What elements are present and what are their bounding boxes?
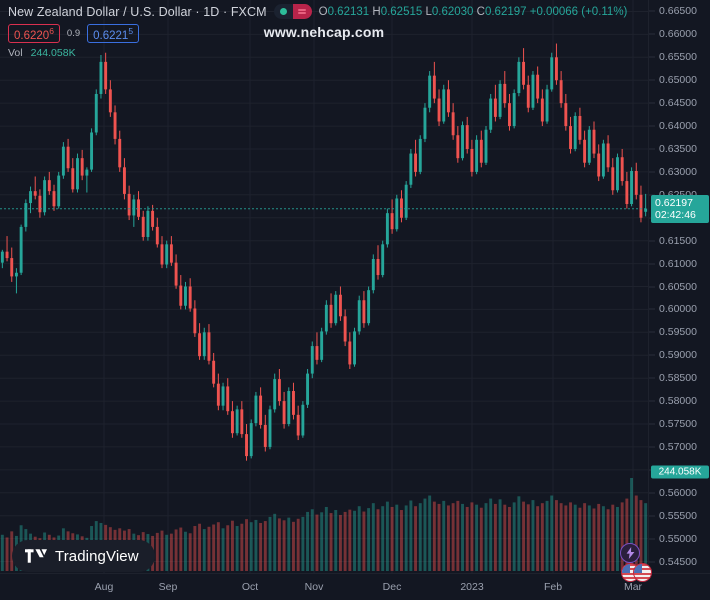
time-axis-tick: Mar <box>623 581 643 593</box>
volume-axis-badge: 244.058K <box>651 465 709 479</box>
price-axis-tick-dash <box>649 263 655 265</box>
price-axis-tick: 0.63000 <box>659 165 697 178</box>
price-axis-tick: 0.65500 <box>659 51 697 64</box>
flag-stripes <box>634 564 651 581</box>
time-axis-tick: Feb <box>543 581 563 593</box>
price-axis-tick-dash <box>649 308 655 310</box>
ask-price-box[interactable]: 0.62215 <box>87 23 140 44</box>
ask-price-main: 0.6221 <box>93 29 129 42</box>
price-axis-tick-dash <box>649 492 655 494</box>
candlestick-series <box>0 43 648 571</box>
time-axis-tick: Dec <box>382 581 402 593</box>
price-axis-tick: 0.63500 <box>659 142 697 155</box>
price-axis-tick: 0.60500 <box>659 280 697 293</box>
price-axis-tick-dash <box>649 446 655 448</box>
toggle-right-half <box>292 4 312 19</box>
price-axis-tick-dash <box>649 148 655 150</box>
price-axis-tick-dash <box>649 286 655 287</box>
toggle-line-icon <box>298 9 307 11</box>
price-axis-tick-dash <box>649 423 655 425</box>
price-axis-tick: 0.56000 <box>659 486 697 499</box>
chart-gridlines <box>0 0 648 573</box>
time-axis-tick: 2023 <box>460 581 484 593</box>
time-axis[interactable]: Aug Sep Oct Nov Dec 2023 Feb Mar <box>0 573 710 600</box>
price-axis-tick: 0.64000 <box>659 120 697 133</box>
time-axis-tick: Oct <box>241 581 259 593</box>
time-axis-tick: Sep <box>158 581 178 593</box>
toggle-left-half <box>273 4 293 19</box>
last-price-badge: 0.62197 02:42:46 <box>651 194 709 223</box>
time-axis-tick: Aug <box>94 581 114 593</box>
bar-countdown: 02:42:46 <box>655 208 696 221</box>
price-axis-tick-dash <box>649 125 655 127</box>
flag-stripes <box>622 564 639 581</box>
price-axis-tick-dash <box>649 171 655 173</box>
chart-plot-area[interactable] <box>0 0 648 573</box>
tradingview-logo-text: TradingView <box>55 547 139 565</box>
lightning-bolt-icon[interactable] <box>620 543 640 563</box>
price-axis-tick: 0.58500 <box>659 372 697 385</box>
price-axis-tick: 0.55500 <box>659 509 697 522</box>
price-axis-tick: 0.59500 <box>659 326 697 339</box>
price-axis-tick-dash <box>649 56 655 58</box>
price-axis-tick: 0.54500 <box>659 555 697 568</box>
price-axis-tick: 0.57000 <box>659 440 697 453</box>
price-axis-tick: 0.64500 <box>659 97 697 110</box>
ask-price-sup: 5 <box>128 25 134 36</box>
price-axis-tick-dash <box>649 400 655 402</box>
tradingview-logo[interactable]: TradingView <box>12 540 155 572</box>
price-axis-tick-dash <box>649 79 655 81</box>
price-axis-tick-dash <box>649 102 655 104</box>
price-axis-tick: 0.66500 <box>659 5 697 18</box>
price-axis-tick-dash <box>649 515 655 517</box>
country-flags-group[interactable] <box>621 563 652 582</box>
flag-canton <box>622 564 631 573</box>
price-axis-tick-dash <box>649 331 655 333</box>
price-axis-tick: 0.65000 <box>659 74 697 87</box>
time-axis-tick: Nov <box>304 581 324 593</box>
last-price-value: 0.62197 <box>655 196 693 209</box>
bid-price-sup: 6 <box>49 25 54 36</box>
price-axis-tick: 0.58000 <box>659 395 697 408</box>
price-axis-tick: 0.59000 <box>659 349 697 362</box>
candles-toggle-icon[interactable] <box>273 4 312 19</box>
price-axis[interactable]: 0.62197 02:42:46 244.058K ⚙ 0.665000.660… <box>648 0 710 597</box>
price-axis-tick: 0.61000 <box>659 257 697 270</box>
bid-price-box[interactable]: 0.62206 <box>8 23 60 44</box>
price-axis-tick-dash <box>649 538 655 540</box>
price-axis-tick-dash <box>649 33 655 35</box>
toggle-dot-icon <box>279 8 287 15</box>
price-axis-tick: 0.66000 <box>659 28 697 41</box>
price-axis-tick-dash <box>649 561 655 563</box>
tradingview-logo-icon <box>25 549 47 563</box>
price-axis-tick-dash <box>649 10 655 12</box>
price-axis-tick: 0.57500 <box>659 418 697 431</box>
us-flag-icon[interactable] <box>633 563 652 582</box>
price-axis-tick-dash <box>649 240 655 242</box>
price-axis-tick: 0.61500 <box>659 234 697 247</box>
bid-price-main: 0.6220 <box>14 29 50 42</box>
price-axis-tick: 0.60000 <box>659 303 697 316</box>
price-axis-tick: 0.55000 <box>659 532 697 545</box>
toggle-line-icon <box>298 12 307 14</box>
bolt-glyph-icon <box>626 547 634 559</box>
price-axis-tick-dash <box>649 377 655 379</box>
price-axis-tick-dash <box>649 354 655 356</box>
flag-canton <box>634 564 643 573</box>
